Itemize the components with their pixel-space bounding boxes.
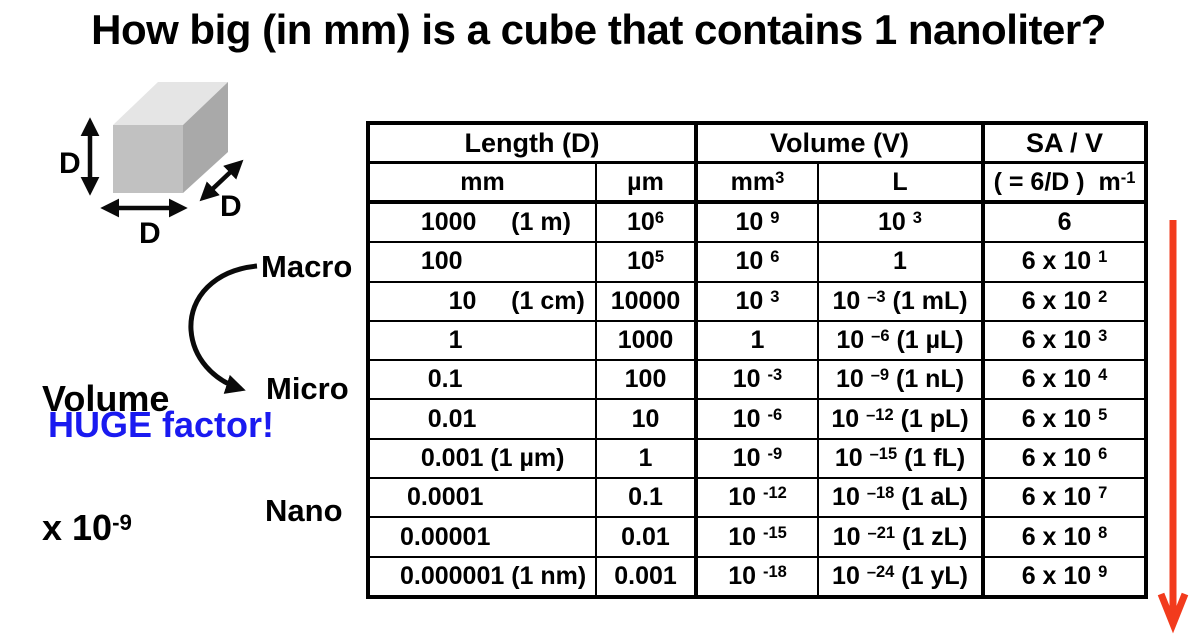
depth-dimension-arrow [199,159,244,202]
table-cell: 0.000001 (1 nm) [367,555,597,598]
page-title: How big (in mm) is a cube that contains … [91,6,1106,53]
table-cell: 105 [595,241,697,283]
group-header-cell: SA / V [981,122,1148,164]
table-cell: 10 –3 (1 mL) [816,280,985,322]
table-cell: 10 -6 [694,398,819,440]
table-cell: 10 -9 [694,437,819,480]
table-cell: 10 -15 [694,516,819,558]
table-cell: 10 –12 (1 pL) [816,398,985,440]
table-cell: 10 -12 [694,477,819,519]
table-cell: 6 x 10 4 [981,359,1148,401]
unit-header-cell: L [816,161,985,204]
curved-arrow-path [188,263,258,394]
cube-front-face [113,125,183,193]
table-cell: 10 –15 (1 fL) [816,437,985,480]
unit-header-cell: mm3 [694,161,819,204]
table-cell: 1 [694,319,819,362]
table-cell: 106 [595,200,697,244]
table-cell: 6 x 10 5 [981,398,1148,440]
table-cell: 6 x 10 7 [981,477,1148,519]
cube-side-face [183,82,228,193]
scale-label-nano: Nano [265,493,343,528]
table-row: 0.000001 (1 nm) 0.001 10 -18 10 –24 (1 yL) 6… [367,555,1148,598]
table-cell: 10 [595,398,697,440]
table-row: 1 1000 1 10 –6 (1 µL) 6 x 10 3 [367,319,1148,362]
table-cell: 100 [367,241,597,283]
table-cell: 0.00001 [367,516,597,558]
table-cell: 0.1 [595,477,697,519]
table-cell: 6 x 10 3 [981,319,1148,362]
table-cell: 6 x 10 9 [981,555,1148,598]
scale-label-micro: Micro [266,371,349,406]
table-cell: 6 [981,200,1148,244]
table-row: 0.01 10 10 -6 10 –12 (1 pL) 6 x 10 5 [367,398,1148,440]
table-row: 10 (1 cm) 10000 10 3 10 –3 (1 mL) 6 x 10 2 [367,280,1148,322]
decreasing-trend-arrow [1157,220,1189,634]
table-cell: 0.001 [595,555,697,598]
unit-header-cell: µm [595,161,697,204]
table-cell: 1 [595,437,697,480]
group-header-cell: Length (D) [367,122,697,164]
huge-factor-note: HUGE factor! [48,404,275,445]
volume-factor-label: Volume x 10-9 [42,291,169,635]
macro-to-micro-arrow [188,263,258,394]
table-cell: 6 x 10 1 [981,241,1148,283]
table-row: 0.001 (1 µm) 1 10 -9 10 –15 (1 fL) 6 x 10 6 [367,437,1148,480]
cube-top-face [113,82,228,125]
dimension-label-height: D [59,147,81,180]
table-row: 0.1 100 10 -3 10 –9 (1 nL) 6 x 10 4 [367,359,1148,401]
scale-label-macro: Macro [261,249,353,284]
volume-factor-line2: x 10-9 [42,507,132,548]
unit-header-cell: mm [367,161,597,204]
volume-factor-line1: Volume [42,378,170,419]
table-head: Length (D) Volume (V) SA / V mm µm mm3 L( = 6/… [367,122,1148,204]
table-cell: 100 [595,359,697,401]
table-container: Length (D) Volume (V) SA / V mm µm mm3 L( = 6/… [366,121,1149,599]
table-cell: 10 6 [694,241,819,283]
table-cell: 10 -18 [694,555,819,598]
table-cell: 10 3 [694,280,819,322]
table-cell: 10 -3 [694,359,819,401]
table-cell: 10 3 [816,200,985,244]
table-cell: 6 x 10 6 [981,437,1148,480]
table-cell: 10 –21 (1 zL) [816,516,985,558]
table-cell: 0.0001 [367,477,597,519]
table-row: 0.0001 0.1 10 -12 10 –18 (1 aL) 6 x 10 7 [367,477,1148,519]
table-cell: 0.1 [367,359,597,401]
table-row: 0.00001 0.01 10 -15 10 –21 (1 zL) 6 x 10 8 [367,516,1148,558]
table-cell: 1000 (1 m) [367,200,597,244]
table-cell: 10 (1 cm) [367,280,597,322]
table-cell: 10 –24 (1 yL) [816,555,985,598]
group-header-cell: Volume (V) [693,122,985,164]
dimension-label-depth: D [220,190,242,223]
table-cell: 6 x 10 2 [981,280,1148,322]
table-cell: 0.01 [367,398,597,440]
unit-header-cell: ( = 6/D ) m-1 [981,161,1148,204]
table-cell: 0.01 [595,516,697,558]
table-cell: 1000 [595,319,697,362]
table-cell: 10000 [595,280,697,322]
cube-diagram: D D D [59,82,244,250]
table-cell: 10 –6 (1 µL) [816,319,985,362]
red-arrow-head [1157,592,1189,634]
conversion-table: Length (D) Volume (V) SA / V mm µm mm3 L( = 6/… [366,121,1149,599]
table-cell: 1 [816,241,985,283]
table-cell: 10 –9 (1 nL) [816,359,985,401]
table-cell: 10 –18 (1 aL) [816,477,985,519]
table-cell: 6 x 10 8 [981,516,1148,558]
table-cell: 0.001 (1 µm) [367,437,597,480]
table-cell: 1 [367,319,597,362]
table-cell: 10 9 [694,200,819,244]
dimension-label-width: D [139,217,161,250]
